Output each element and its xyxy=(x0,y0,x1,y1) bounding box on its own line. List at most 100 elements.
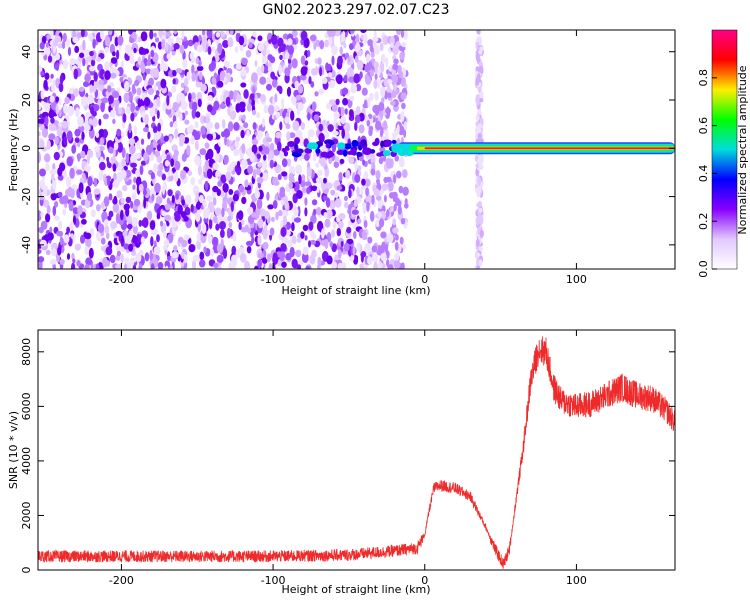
noise-speckle xyxy=(92,38,96,49)
noise-speckle xyxy=(194,155,201,166)
noise-speckle xyxy=(379,42,384,52)
noise-speckle xyxy=(52,179,57,190)
noise-speckle xyxy=(334,198,342,208)
noise-speckle xyxy=(346,238,354,245)
noise-speckle xyxy=(156,144,162,152)
noise-speckle xyxy=(375,120,382,131)
noise-speckle xyxy=(294,80,300,90)
noise-speckle xyxy=(206,121,214,130)
noise-speckle xyxy=(124,235,132,244)
noise-speckle xyxy=(375,219,380,228)
noise-speckle xyxy=(227,207,232,216)
noise-speckle xyxy=(331,55,335,66)
noise-speckle xyxy=(184,194,192,206)
noise-speckle xyxy=(379,72,384,79)
noise-speckle xyxy=(315,162,320,168)
noise-speckle xyxy=(372,253,379,263)
noise-speckle xyxy=(315,207,322,216)
noise-speckle xyxy=(284,51,290,60)
tone-precursor xyxy=(295,148,304,154)
noise-speckle xyxy=(117,35,124,46)
noise-speckle xyxy=(256,198,263,210)
noise-speckle xyxy=(240,69,247,77)
noise-speckle xyxy=(122,113,127,123)
noise-speckle xyxy=(39,41,45,50)
noise-speckle xyxy=(403,121,408,130)
noise-speckle xyxy=(120,253,124,264)
noise-speckle xyxy=(257,130,263,138)
snr-y-tick-label: 2000 xyxy=(20,501,33,529)
noise-speckle xyxy=(213,100,220,111)
noise-speckle xyxy=(158,162,164,171)
noise-speckle xyxy=(50,101,57,111)
noise-speckle xyxy=(142,73,146,81)
noise-speckle xyxy=(180,169,186,180)
noise-speckle xyxy=(307,49,311,58)
noise-speckle xyxy=(89,66,96,72)
snr-y-tick-label: 8000 xyxy=(20,338,33,366)
noise-speckle xyxy=(281,158,288,168)
noise-speckle xyxy=(160,78,167,89)
noise-speckle xyxy=(233,148,240,157)
stripe-speckle xyxy=(475,114,480,121)
noise-speckle xyxy=(38,104,42,110)
noise-speckle xyxy=(153,246,161,256)
noise-speckle xyxy=(191,64,195,75)
noise-speckle xyxy=(292,120,300,131)
noise-speckle xyxy=(49,95,55,103)
noise-speckle xyxy=(348,76,355,83)
noise-speckle xyxy=(211,236,219,247)
noise-speckle xyxy=(144,252,150,262)
noise-speckle xyxy=(72,258,76,264)
noise-speckle xyxy=(246,246,252,254)
noise-speckle xyxy=(403,30,408,40)
noise-speckle xyxy=(156,213,161,220)
stripe-speckle xyxy=(479,229,484,238)
noise-speckle xyxy=(349,109,354,118)
noise-speckle xyxy=(386,84,391,94)
noise-speckle xyxy=(118,233,122,242)
noise-speckle xyxy=(373,262,378,269)
noise-speckle xyxy=(367,39,374,47)
noise-speckle xyxy=(58,220,63,230)
noise-speckle xyxy=(382,87,386,98)
noise-speckle xyxy=(355,33,360,44)
tone-blob xyxy=(405,150,414,157)
noise-speckle xyxy=(349,43,354,51)
noise-speckle xyxy=(307,112,311,121)
noise-speckle xyxy=(85,237,92,248)
noise-speckle xyxy=(246,240,253,247)
stripe-speckle xyxy=(479,90,484,100)
noise-speckle xyxy=(400,111,405,122)
tone-band-core xyxy=(424,147,675,150)
snr-x-tick-label: 0 xyxy=(421,574,428,587)
noise-speckle xyxy=(52,124,57,132)
noise-speckle xyxy=(104,225,110,234)
noise-speckle xyxy=(381,97,385,104)
noise-speckle xyxy=(189,51,195,60)
noise-speckle xyxy=(251,212,258,218)
noise-speckle xyxy=(339,158,345,164)
noise-speckle xyxy=(380,231,387,239)
noise-speckle xyxy=(230,259,238,267)
noise-speckle xyxy=(348,188,352,199)
noise-speckle xyxy=(191,72,196,82)
noise-speckle xyxy=(250,231,254,238)
noise-speckle xyxy=(402,186,409,196)
noise-speckle xyxy=(140,138,145,145)
noise-speckle xyxy=(106,175,111,187)
noise-speckle xyxy=(150,236,154,247)
noise-speckle xyxy=(317,256,322,267)
noise-speckle xyxy=(90,59,96,67)
noise-speckle xyxy=(223,94,227,100)
noise-speckle xyxy=(38,118,45,124)
noise-speckle xyxy=(216,254,224,263)
noise-speckle xyxy=(258,145,263,152)
noise-speckle xyxy=(214,151,220,162)
noise-speckle xyxy=(228,189,234,195)
noise-speckle xyxy=(46,140,51,150)
noise-speckle xyxy=(343,42,347,49)
noise-speckle xyxy=(283,237,288,245)
noise-speckle xyxy=(38,256,45,263)
noise-speckle xyxy=(228,221,233,228)
